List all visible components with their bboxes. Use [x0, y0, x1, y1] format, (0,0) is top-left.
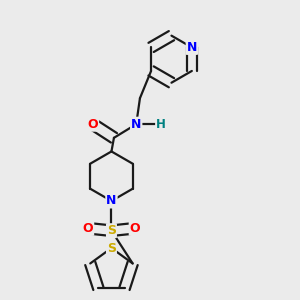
Text: O: O — [130, 222, 140, 235]
Text: S: S — [107, 242, 116, 254]
Text: H: H — [156, 118, 166, 131]
Text: S: S — [107, 224, 116, 237]
Text: O: O — [82, 222, 93, 235]
Text: N: N — [187, 41, 197, 54]
Text: O: O — [88, 118, 98, 131]
Text: N: N — [131, 118, 141, 131]
Text: N: N — [106, 194, 117, 208]
